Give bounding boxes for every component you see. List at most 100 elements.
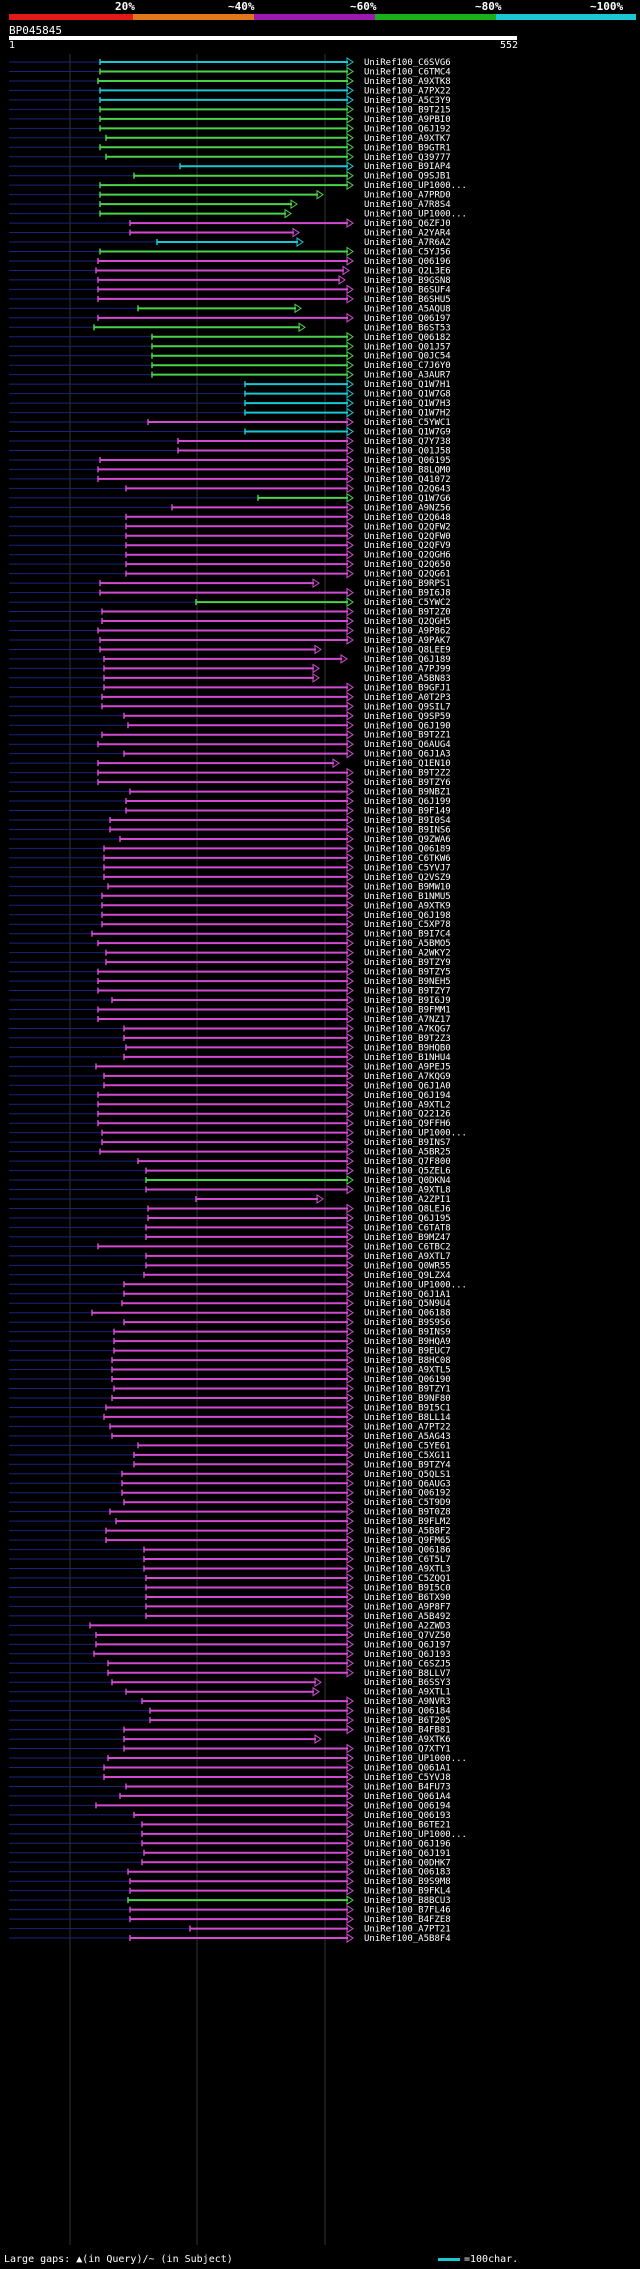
hit-row[interactable]: UniRef100_B6T205: [9, 1715, 451, 1726]
hit-label[interactable]: UniRef100_B9FLM2: [364, 1517, 451, 1527]
hit-label[interactable]: UniRef100_B9T2Z1: [364, 731, 451, 741]
hit-label[interactable]: UniRef100_Q06182: [364, 333, 451, 343]
hit-row[interactable]: UniRef100_Q9SIL7: [9, 701, 451, 712]
hit-row[interactable]: UniRef100_Q06186: [9, 1544, 451, 1556]
hit-row[interactable]: UniRef100_B8BCU3: [9, 1895, 451, 1906]
hit-label[interactable]: UniRef100_Q1W7G6: [364, 494, 451, 504]
hit-row[interactable]: UniRef100_B6TE21: [9, 1819, 451, 1830]
hit-row[interactable]: UniRef100_Q6J1A3: [9, 748, 451, 760]
hit-label[interactable]: UniRef100_C5YE61: [364, 1441, 451, 1451]
hit-label[interactable]: UniRef100_A7PT21: [364, 1925, 451, 1935]
hit-label[interactable]: UniRef100_Q1W7H3: [364, 399, 451, 409]
hit-row[interactable]: UniRef100_UP1000...: [9, 208, 467, 220]
hit-label[interactable]: UniRef100_B9TZY4: [364, 1460, 451, 1470]
hit-row[interactable]: UniRef100_Q1W7G9: [9, 426, 451, 438]
hit-row[interactable]: UniRef100_B9T2Z0: [9, 606, 451, 618]
hit-row[interactable]: UniRef100_B9I7C4: [9, 928, 451, 940]
hit-label[interactable]: UniRef100_B9NBZ1: [364, 788, 451, 798]
hit-row[interactable]: UniRef100_A2WKY2: [9, 947, 451, 959]
hit-row[interactable]: UniRef100_C5YVJ7: [9, 862, 451, 873]
hit-row[interactable]: UniRef100_B9T0Z8: [9, 1506, 451, 1518]
hit-row[interactable]: UniRef100_Q06184: [9, 1705, 451, 1717]
hit-row[interactable]: UniRef100_C5YVJ8: [9, 1772, 451, 1783]
hit-row[interactable]: UniRef100_Q061A1: [9, 1762, 451, 1774]
hit-label[interactable]: UniRef100_Q06183: [364, 1868, 451, 1878]
hit-label[interactable]: UniRef100_Q2QFV9: [364, 541, 451, 551]
hit-label[interactable]: UniRef100_C5T9D9: [364, 1498, 451, 1508]
hit-row[interactable]: UniRef100_A5C3Y9: [9, 94, 451, 106]
hit-label[interactable]: UniRef100_A7R6A2: [364, 238, 451, 248]
hit-label[interactable]: UniRef100_Q06188: [364, 1309, 451, 1319]
hit-label[interactable]: UniRef100_A7PRD0: [364, 191, 451, 201]
hit-row[interactable]: UniRef100_A9NZ56: [9, 502, 451, 513]
hit-label[interactable]: UniRef100_B6SSY3: [364, 1678, 451, 1688]
hit-row[interactable]: UniRef100_Q6J198: [9, 909, 451, 921]
hit-row[interactable]: UniRef100_C5YE61: [9, 1440, 451, 1451]
hit-row[interactable]: UniRef100_A9P862: [9, 625, 451, 637]
hit-row[interactable]: UniRef100_B1NHU4: [9, 1051, 451, 1063]
hit-row[interactable]: UniRef100_Q01J57: [9, 341, 451, 352]
hit-row[interactable]: UniRef100_Q8LEE9: [9, 644, 451, 655]
hit-row[interactable]: UniRef100_Q5QLS1: [9, 1468, 451, 1480]
hit-label[interactable]: UniRef100_B9GSN8: [364, 276, 451, 286]
hit-row[interactable]: UniRef100_B9I5C0: [9, 1582, 451, 1593]
hit-label[interactable]: UniRef100_Q061A4: [364, 1792, 451, 1802]
hit-row[interactable]: UniRef100_Q22126: [9, 1108, 451, 1120]
hit-row[interactable]: UniRef100_UP1000...: [9, 1828, 467, 1840]
hit-row[interactable]: UniRef100_Q6AUG4: [9, 739, 451, 750]
hit-label[interactable]: UniRef100_Q2QFW2: [364, 522, 451, 532]
hit-row[interactable]: UniRef100_Q6J192: [9, 123, 451, 134]
hit-label[interactable]: UniRef100_B9I5C1: [364, 1403, 451, 1413]
hit-row[interactable]: UniRef100_A7PJ99: [9, 663, 451, 674]
hit-label[interactable]: UniRef100_Q9FM65: [364, 1536, 451, 1546]
hit-label[interactable]: UniRef100_Q2QFW0: [364, 532, 451, 542]
hit-row[interactable]: UniRef100_C5YWC1: [9, 417, 451, 428]
hit-row[interactable]: UniRef100_B4FB81: [9, 1724, 451, 1736]
hit-row[interactable]: UniRef100_B7FL46: [9, 1904, 451, 1916]
hit-label[interactable]: UniRef100_Q5ZEL6: [364, 1167, 451, 1177]
hit-label[interactable]: UniRef100_C6TMC4: [364, 67, 451, 77]
hit-row[interactable]: UniRef100_B9I5C1: [9, 1402, 451, 1413]
hit-label[interactable]: UniRef100_Q6ZFJ0: [364, 219, 451, 229]
hit-label[interactable]: UniRef100_C5YVJ7: [364, 863, 451, 873]
hit-row[interactable]: UniRef100_B9T2Z1: [9, 729, 451, 741]
hit-label[interactable]: UniRef100_A0T2P3: [364, 693, 451, 703]
hit-row[interactable]: UniRef100_Q0DHK7: [9, 1857, 451, 1868]
hit-label[interactable]: UniRef100_B9FMM1: [364, 1006, 451, 1016]
hit-row[interactable]: UniRef100_Q39777: [9, 151, 451, 163]
hit-label[interactable]: UniRef100_B4FZE8: [364, 1915, 451, 1925]
hit-row[interactable]: UniRef100_Q9SP59: [9, 710, 451, 722]
hit-label[interactable]: UniRef100_Q5N9U4: [364, 1299, 451, 1309]
hit-row[interactable]: UniRef100_A9NVR3: [9, 1696, 451, 1707]
hit-row[interactable]: UniRef100_B9FMM1: [9, 1004, 451, 1016]
hit-row[interactable]: UniRef100_Q6J193: [9, 1648, 451, 1660]
hit-label[interactable]: UniRef100_Q9SJB1: [364, 172, 451, 182]
hit-row[interactable]: UniRef100_B9NF80: [9, 1393, 451, 1404]
hit-label[interactable]: UniRef100_B6TE21: [364, 1820, 451, 1830]
hit-label[interactable]: UniRef100_A9PEJ5: [364, 1062, 451, 1072]
hit-label[interactable]: UniRef100_Q2QGH6: [364, 551, 451, 561]
hit-label[interactable]: UniRef100_Q6AUG3: [364, 1479, 451, 1489]
hit-label[interactable]: UniRef100_Q7F800: [364, 1157, 451, 1167]
hit-label[interactable]: UniRef100_C6TBC2: [364, 1242, 451, 1252]
hit-label[interactable]: UniRef100_Q06190: [364, 1375, 451, 1385]
hit-row[interactable]: UniRef100_Q6AUG3: [9, 1478, 451, 1489]
hit-row[interactable]: UniRef100_Q2L3E6: [9, 265, 451, 276]
hit-label[interactable]: UniRef100_Q01J58: [364, 446, 451, 456]
hit-label[interactable]: UniRef100_Q6J197: [364, 1640, 451, 1650]
hit-label[interactable]: UniRef100_B4FB81: [364, 1726, 451, 1736]
hit-row[interactable]: UniRef100_B1NMU5: [9, 890, 451, 902]
hit-label[interactable]: UniRef100_Q39777: [364, 153, 451, 163]
hit-label[interactable]: UniRef100_A5BN83: [364, 674, 451, 684]
hit-label[interactable]: UniRef100_B9TZY9: [364, 958, 451, 968]
hit-row[interactable]: UniRef100_A7PRD0: [9, 189, 451, 201]
hit-row[interactable]: UniRef100_B8HC08: [9, 1355, 451, 1366]
hit-label[interactable]: UniRef100_C5XP78: [364, 920, 451, 930]
hit-label[interactable]: UniRef100_C5YWC1: [364, 418, 451, 428]
hit-row[interactable]: UniRef100_A7R6A2: [9, 237, 451, 248]
hit-row[interactable]: UniRef100_C6TKW6: [9, 852, 451, 864]
hit-label[interactable]: UniRef100_B8HC08: [364, 1356, 451, 1366]
hit-row[interactable]: UniRef100_B9HQB0: [9, 1042, 451, 1053]
hit-label[interactable]: UniRef100_Q06197: [364, 314, 451, 324]
hit-row[interactable]: UniRef100_C6TAT8: [9, 1222, 451, 1233]
